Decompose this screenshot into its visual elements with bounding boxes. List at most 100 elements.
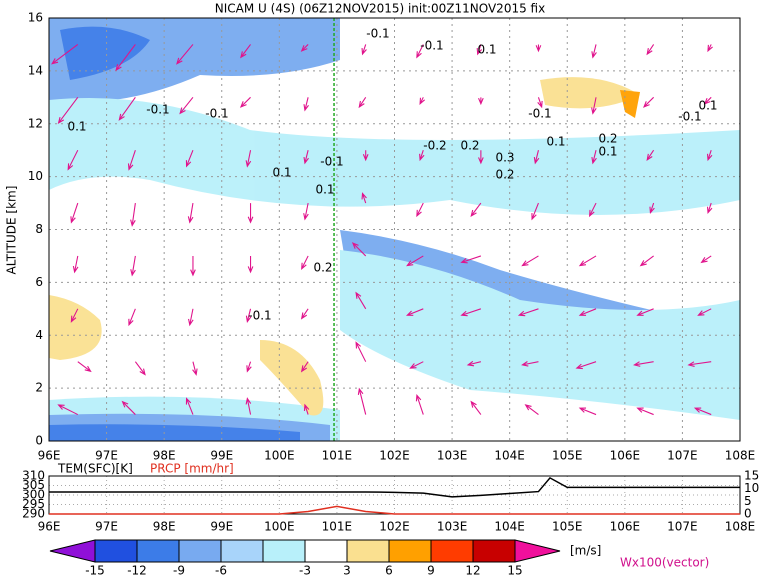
contour-label: -0.2 — [423, 139, 446, 153]
contour-label: -0.1 — [366, 27, 389, 41]
wind-vector — [533, 150, 540, 165]
colorbar-box — [430, 539, 474, 563]
contour-label: 0.1 — [272, 166, 291, 180]
wind-vector — [300, 44, 309, 52]
wind-vector — [118, 96, 136, 121]
wind-vector — [303, 150, 309, 165]
vector-label: Wx100(vector) — [620, 556, 709, 570]
wind-vector — [524, 404, 539, 416]
wind-vector — [128, 308, 136, 327]
contour-label: 0.3 — [495, 151, 514, 165]
wind-vector — [130, 255, 136, 277]
wind-vector — [636, 407, 654, 416]
wind-vector — [687, 361, 712, 367]
wind-vector — [460, 308, 482, 317]
wind-vector — [697, 308, 712, 316]
y2-tick-label: 10 — [744, 481, 759, 495]
wind-vector — [192, 361, 198, 376]
colorbar-label: -15 — [85, 564, 105, 575]
colorbar-box — [262, 539, 306, 563]
wind-vector — [134, 361, 146, 376]
x-tick-label: 99E — [210, 520, 233, 534]
wind-vector — [240, 44, 251, 59]
wind-vector — [57, 404, 79, 416]
contour-label: -0.1 — [420, 39, 443, 53]
wind-vector — [476, 44, 483, 56]
x-tick-label: 102E — [379, 520, 410, 534]
wind-vector — [247, 255, 254, 274]
wind-vector — [535, 44, 542, 53]
x-tick-label: 107E — [667, 449, 698, 463]
contour-label: 0.2 — [598, 132, 617, 146]
wind-vector — [245, 150, 252, 168]
wind-vector — [419, 97, 426, 105]
y-tick-label: 12 — [28, 116, 43, 130]
wind-vector — [57, 96, 79, 125]
x-tick-label: 96E — [38, 449, 61, 463]
x-tick-label: 105E — [552, 520, 583, 534]
wind-vector — [361, 192, 367, 204]
legend-label: TEM(SFC)[K] — [57, 462, 133, 476]
wind-vector — [470, 202, 482, 217]
colorbar-box — [178, 539, 222, 563]
contour-label: 0.1 — [698, 99, 717, 113]
contour-label: 0.2 — [460, 139, 479, 153]
wind-vector — [303, 202, 309, 221]
wind-vector — [707, 44, 713, 53]
wind-vector — [589, 202, 597, 218]
y-tick-label: 10 — [28, 169, 43, 183]
wind-vector — [703, 96, 712, 105]
y2-tick-label: 5 — [744, 494, 752, 508]
contour-label: 0.1 — [67, 120, 86, 134]
wind-vector — [245, 397, 252, 415]
wind-vector — [358, 97, 367, 109]
wind-vector — [700, 255, 712, 264]
wind-vector — [51, 43, 79, 65]
x-tick-label: 98E — [153, 520, 176, 534]
x-tick-label: 104E — [494, 520, 525, 534]
y-tick-label: 6 — [35, 275, 43, 289]
wind-vector — [179, 96, 194, 115]
wind-vector — [521, 361, 539, 367]
wind-vector — [303, 403, 310, 415]
wind-vector — [185, 149, 194, 168]
wind-vector — [578, 407, 597, 416]
wind-vector — [416, 202, 424, 218]
wind-vector — [127, 150, 136, 171]
wind-vector — [355, 291, 367, 310]
wind-vector — [537, 97, 543, 109]
wind-vector — [176, 44, 194, 65]
y-tick-label: 290 — [22, 507, 45, 521]
contour-label: 0.2 — [313, 261, 332, 275]
x-tick-label: 103E — [437, 449, 468, 463]
wind-vector — [478, 150, 484, 165]
y-tick-label: 300 — [22, 488, 45, 502]
wind-vector — [188, 308, 194, 327]
colorbar-label: -9 — [173, 564, 185, 575]
wind-vector — [70, 308, 79, 323]
x-tick-label: 107E — [667, 520, 698, 534]
wind-vector — [466, 360, 482, 367]
contour-label: 0.1 — [546, 135, 565, 149]
wind-vector — [706, 150, 713, 162]
x-tick-label: 101E — [322, 449, 353, 463]
wind-vector — [646, 44, 655, 56]
y-tick-label: 2 — [35, 381, 43, 395]
contour-label: -0.1 — [146, 103, 169, 117]
x-tick-label: 105E — [552, 449, 583, 463]
colorbar-label: -6 — [215, 564, 227, 575]
panel-frame — [48, 17, 741, 442]
wind-vector — [72, 255, 79, 274]
colorbar-units: [m/s] — [570, 544, 601, 558]
wind-vector — [470, 400, 482, 415]
contour-label: -0.1 — [528, 107, 551, 121]
wind-vector — [300, 308, 309, 320]
wind-vector — [578, 255, 597, 267]
legend-label: PRCP [mm/hr] — [150, 462, 234, 476]
contour-label: 0.1 — [598, 145, 617, 159]
y-tick-label: 14 — [28, 63, 43, 77]
wind-vector — [303, 97, 309, 112]
wind-vector — [247, 203, 254, 224]
wind-vector — [70, 202, 79, 224]
